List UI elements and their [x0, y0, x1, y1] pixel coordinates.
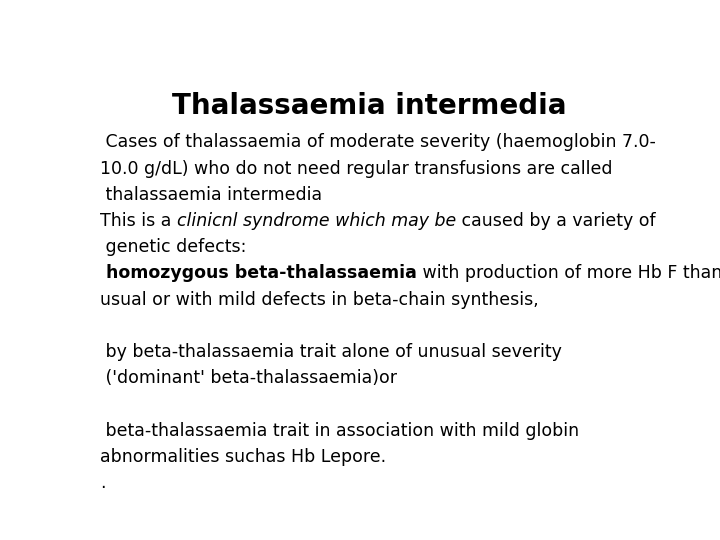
- Text: beta-thalassaemia trait in association with mild globin: beta-thalassaemia trait in association w…: [100, 422, 579, 440]
- Text: homozygous beta-thalassaemia: homozygous beta-thalassaemia: [100, 265, 417, 282]
- Text: genetic defects:: genetic defects:: [100, 238, 246, 256]
- Text: by beta-thalassaemia trait alone of unusual severity: by beta-thalassaemia trait alone of unus…: [100, 343, 562, 361]
- Text: Cases of thalassaemia of moderate severity (haemoglobin 7.0-: Cases of thalassaemia of moderate severi…: [100, 133, 656, 151]
- Text: This is a: This is a: [100, 212, 177, 230]
- Text: Thalassaemia intermedia: Thalassaemia intermedia: [172, 92, 566, 120]
- Text: thalassaemia intermedia: thalassaemia intermedia: [100, 186, 322, 204]
- Text: caused by a variety of: caused by a variety of: [456, 212, 656, 230]
- Text: .: .: [100, 474, 106, 492]
- Text: usual or with mild defects in beta-chain synthesis,: usual or with mild defects in beta-chain…: [100, 291, 539, 308]
- Text: ('dominant' beta-thalassaemia)or: ('dominant' beta-thalassaemia)or: [100, 369, 397, 387]
- Text: abnormalities suchas Hb Lepore.: abnormalities suchas Hb Lepore.: [100, 448, 386, 466]
- Text: with production of more Hb F than: with production of more Hb F than: [417, 265, 720, 282]
- Text: clinicnl syndrome which may be: clinicnl syndrome which may be: [177, 212, 456, 230]
- Text: 10.0 g/dL) who do not need regular transfusions are called: 10.0 g/dL) who do not need regular trans…: [100, 160, 613, 178]
